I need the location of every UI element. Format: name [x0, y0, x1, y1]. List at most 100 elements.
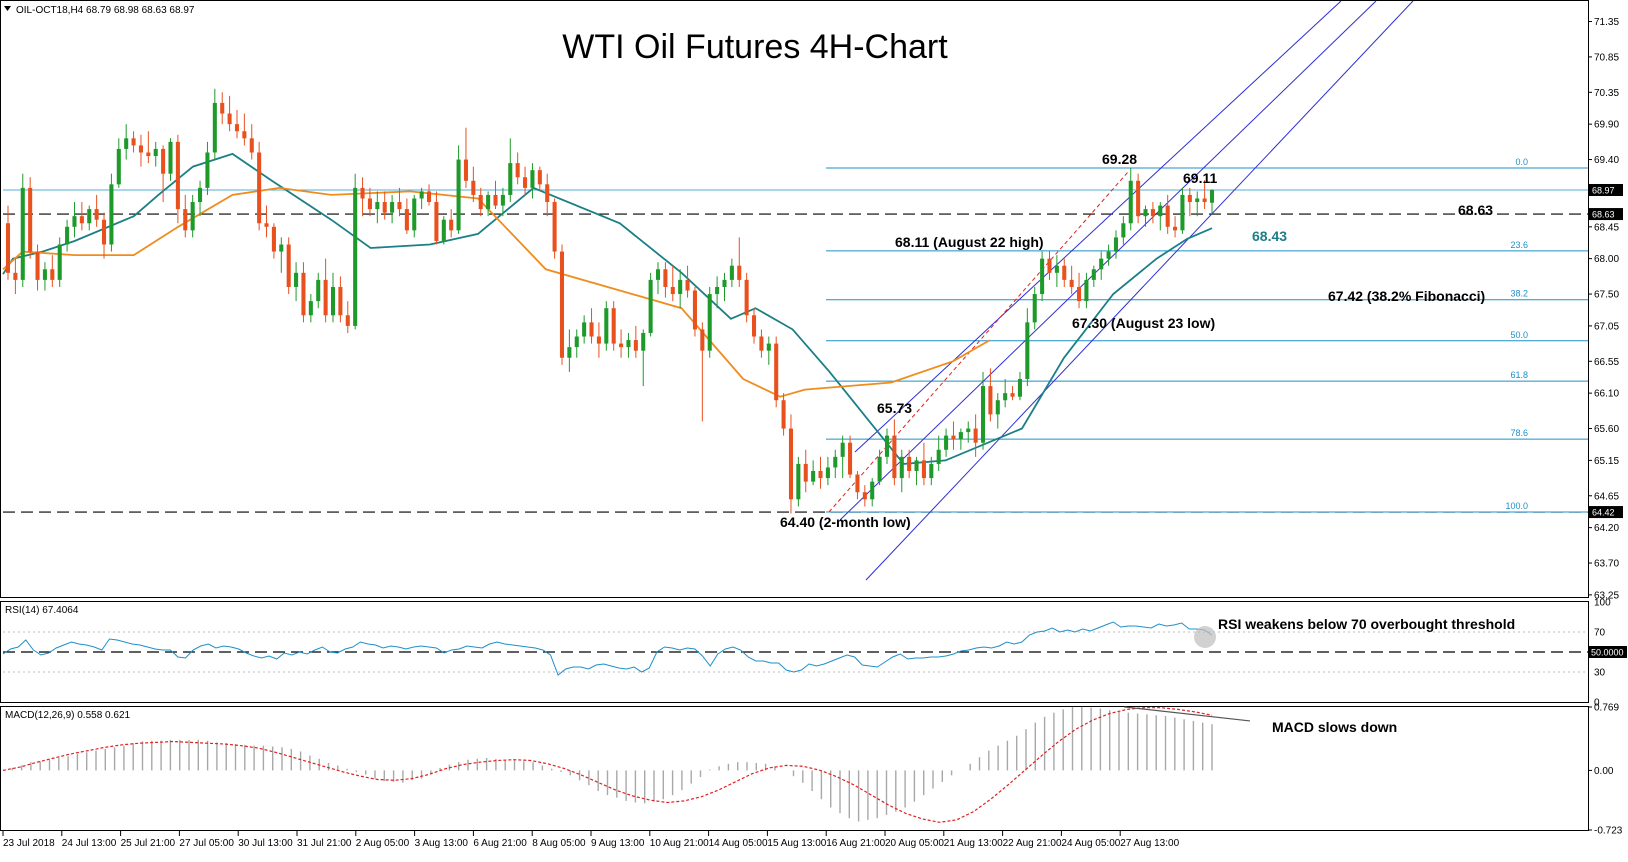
- time-tick-label: 23 Jul 2018: [3, 838, 55, 849]
- candle-body: [249, 138, 254, 153]
- candle-body: [1202, 198, 1207, 203]
- fib-level-label: 61.8: [1510, 370, 1528, 380]
- candle-body: [286, 244, 291, 287]
- candle-body: [1099, 258, 1104, 270]
- candle-body: [1143, 209, 1148, 217]
- candle-body: [796, 463, 801, 500]
- candle-body: [146, 152, 151, 157]
- macd-trend-line: [1123, 706, 1251, 722]
- candle-body: [227, 113, 232, 125]
- candle-body: [559, 251, 565, 358]
- candle-body: [611, 308, 616, 344]
- low-tag-label: 64.42: [1592, 508, 1615, 518]
- time-tick-label: 20 Aug 05:00: [885, 838, 944, 849]
- macd-tick-label: 0.769: [1594, 703, 1619, 714]
- candle-body: [493, 194, 498, 206]
- candle-body: [360, 187, 365, 199]
- candle-body: [988, 386, 993, 415]
- price-tick-label: 66.55: [1594, 357, 1619, 368]
- candle-body: [212, 102, 217, 153]
- current-price-tag-box: [1589, 183, 1623, 196]
- macd-tick-label: 0.00: [1594, 766, 1614, 777]
- current-price-tag-label: 68.97: [1592, 185, 1615, 195]
- candle-body: [1047, 258, 1052, 273]
- candle-body: [338, 286, 343, 316]
- candle-body: [692, 290, 697, 330]
- time-tick-label: 22 Aug 21:00: [1003, 838, 1062, 849]
- candle-body: [626, 340, 631, 348]
- candle-body: [995, 400, 1000, 415]
- annotation-68-63: 68.63: [1458, 202, 1493, 218]
- candle-body: [884, 435, 890, 457]
- price-tick-label: 64.65: [1594, 491, 1619, 502]
- symbol-header: OIL-OCT18,H4 68.79 68.98 68.63 68.97: [16, 5, 195, 16]
- candle-body: [1069, 279, 1074, 287]
- candle-body: [596, 336, 601, 344]
- candle-body: [729, 265, 734, 280]
- macd-panel-frame: [0, 706, 1589, 831]
- candle-body: [744, 279, 749, 316]
- candle-body: [766, 343, 771, 351]
- price-tick-label: 66.10: [1594, 389, 1619, 400]
- candle-body: [655, 269, 661, 280]
- candle-body: [1180, 194, 1185, 231]
- candle-body: [124, 138, 129, 149]
- candle-body: [397, 202, 402, 210]
- dropdown-triangle-icon[interactable]: [4, 6, 11, 11]
- candle-body: [589, 322, 594, 337]
- candle-body: [833, 456, 838, 468]
- time-tick-label: 15 Aug 13:00: [767, 838, 826, 849]
- candle-body: [109, 184, 114, 245]
- price-tick-label: 67.05: [1594, 321, 1619, 332]
- candle-body: [803, 463, 808, 482]
- candle-body: [1158, 205, 1163, 217]
- candle-body: [722, 279, 727, 287]
- candle-body: [205, 152, 210, 188]
- candle-body: [1003, 393, 1008, 401]
- candle-body: [57, 244, 62, 280]
- candle-body: [567, 347, 572, 358]
- candle-body: [788, 428, 794, 500]
- candle-body: [353, 187, 358, 326]
- candle-body: [759, 336, 764, 351]
- candle-body: [1128, 180, 1133, 224]
- candle-body: [670, 286, 675, 295]
- price-tick-label: 65.15: [1594, 456, 1619, 467]
- candle-body: [426, 191, 432, 203]
- annotation-august-22-high: 68.11 (August 22 high): [895, 234, 1044, 250]
- candle-body: [1106, 251, 1111, 259]
- time-tick-label: 9 Aug 13:00: [591, 838, 645, 849]
- candle-body: [28, 187, 33, 252]
- candle-body: [183, 209, 188, 231]
- candle-body: [1062, 265, 1067, 280]
- rsi-line: [2, 621, 1213, 676]
- time-tick-label: 21 Aug 13:00: [944, 838, 1003, 849]
- candle-body: [700, 329, 705, 351]
- time-tick-label: 3 Aug 13:00: [415, 838, 469, 849]
- candle-body: [161, 148, 166, 174]
- candle-body: [279, 244, 284, 252]
- fib-level-label: 0.0: [1515, 157, 1528, 167]
- fib-level-label: 78.6: [1510, 428, 1528, 438]
- candle-body: [1173, 226, 1178, 231]
- price-tick-label: 69.40: [1594, 155, 1619, 166]
- candle-body: [914, 460, 919, 472]
- rsi-panel-frame: [0, 601, 1589, 703]
- time-tick-label: 8 Aug 05:00: [532, 838, 586, 849]
- candle-body: [574, 336, 579, 348]
- candle-body: [242, 131, 247, 139]
- candle-body: [951, 435, 956, 440]
- price-tick-label: 69.90: [1594, 120, 1619, 131]
- time-tick-label: 16 Aug 21:00: [826, 838, 885, 849]
- candle-body: [752, 315, 757, 337]
- annotation-69-28: 69.28: [1102, 151, 1137, 167]
- grid-layer: [3, 189, 1588, 513]
- price-tick-label: 68.45: [1594, 222, 1619, 233]
- candle-body: [500, 194, 505, 206]
- channel-layer: [828, 0, 1414, 581]
- candle-body: [1195, 198, 1200, 203]
- candle-body: [382, 202, 387, 213]
- candle-body: [936, 449, 941, 464]
- candle-body: [515, 163, 520, 178]
